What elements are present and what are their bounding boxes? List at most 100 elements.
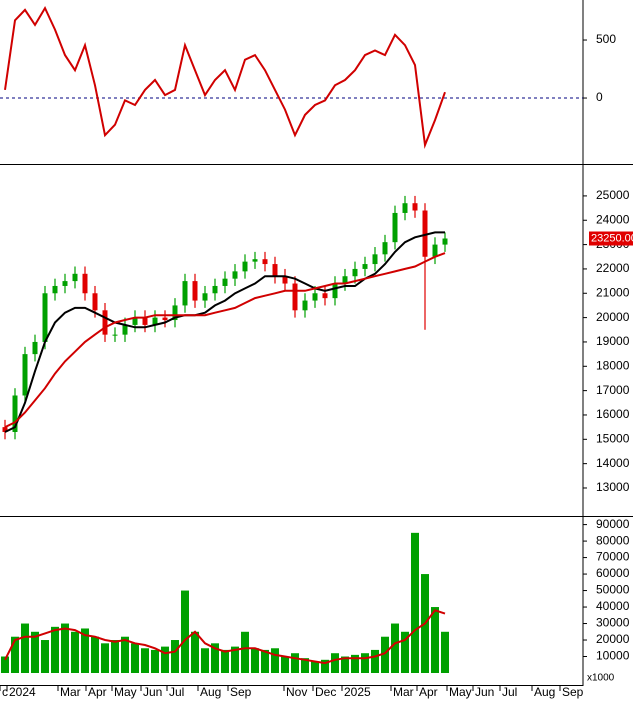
x-tick-label: 2024: [9, 685, 36, 699]
candle-body: [262, 259, 268, 265]
y-tick-label: 60000: [596, 566, 630, 580]
volume-bar: [111, 640, 119, 673]
last-price-box: [589, 231, 633, 246]
candle-body: [112, 334, 118, 336]
line-series: [4, 5, 446, 149]
volume-bar: [131, 643, 139, 673]
candle-body: [362, 264, 368, 269]
candle-body: [102, 310, 108, 335]
candle-body: [342, 276, 348, 284]
y-tick-label: 50000: [596, 583, 630, 597]
x-tick-label: Apr: [88, 685, 107, 699]
candle-body: [42, 293, 48, 342]
candle-body: [162, 317, 168, 321]
x-tick-label: Jun: [143, 685, 162, 699]
volume-bar: [441, 631, 449, 673]
x-tick-label: Jun: [475, 685, 494, 699]
volume-bar: [341, 656, 349, 673]
y-tick-label: 13000: [596, 480, 630, 494]
volume-bar: [381, 636, 389, 673]
volume-bar: [431, 607, 439, 673]
line-series: [4, 609, 446, 665]
candle-body: [382, 242, 388, 255]
candle-body: [252, 259, 258, 262]
y-tick-label: 20000: [596, 632, 630, 646]
unit-label: x1000: [587, 673, 615, 684]
candle-body: [172, 305, 178, 321]
last-price-label: 23250.00: [591, 232, 633, 244]
volume-bar: [311, 661, 319, 673]
candle-body: [282, 276, 288, 284]
x-tick-label: Aug: [534, 685, 555, 699]
x-tick-label: Dec: [315, 685, 336, 699]
x-tick-label: May: [449, 685, 472, 699]
candle-body: [72, 273, 78, 282]
y-tick-label: 90000: [596, 517, 630, 531]
y-tick-label: 15000: [596, 431, 630, 445]
volume-bar: [51, 626, 59, 673]
candle-body: [12, 395, 18, 433]
candle-body: [122, 324, 128, 335]
y-tick-label: 80000: [596, 533, 630, 547]
candle-body: [242, 261, 248, 272]
candle-body: [392, 212, 398, 243]
candle-body: [402, 203, 408, 213]
y-tick-label: 16000: [596, 407, 630, 421]
candle-body: [322, 293, 328, 299]
candle-body: [2, 427, 8, 433]
candle-body: [202, 293, 208, 301]
y-tick-label: 20000: [596, 310, 630, 324]
x-tick-label: May: [114, 685, 137, 699]
volume-bar: [211, 643, 219, 673]
y-tick-label: 22000: [596, 261, 630, 275]
x-tick-label: Mar: [60, 685, 81, 699]
candle-body: [32, 341, 38, 355]
y-tick-label: 10000: [596, 649, 630, 663]
candle-body: [22, 354, 28, 396]
volume-bar: [231, 646, 239, 673]
volume-bar: [241, 631, 249, 673]
candle-body: [412, 203, 418, 211]
volume-bar: [331, 653, 339, 673]
volume-bar: [141, 648, 149, 673]
volume-bar: [201, 648, 209, 673]
candle-body: [302, 300, 308, 311]
line-series: [4, 252, 446, 429]
y-tick-label: 40000: [596, 599, 630, 613]
y-tick-label: 0: [596, 90, 603, 104]
candle-body: [192, 281, 198, 301]
candle-body: [372, 254, 378, 265]
candle-body: [182, 281, 188, 306]
volume-bar: [81, 628, 89, 673]
y-tick-label: 17000: [596, 383, 630, 397]
volume-bar: [191, 631, 199, 673]
volume-bar: [361, 653, 369, 673]
x-tick-label: Jul: [169, 685, 184, 699]
volume-bar: [391, 623, 399, 673]
candle-body: [312, 293, 318, 301]
candle-body: [212, 285, 218, 294]
x-tick-label: 2025: [344, 685, 371, 699]
volume-bar: [281, 656, 289, 673]
candle-body: [272, 264, 278, 277]
volume-bar: [301, 658, 309, 673]
candle-body: [82, 273, 88, 294]
volume-bar: [21, 623, 29, 673]
volume-bar: [1, 656, 9, 673]
candle-body: [132, 317, 138, 325]
x-tick-label: Apr: [419, 685, 438, 699]
volume-bar: [411, 532, 419, 673]
y-tick-label: 25000: [596, 188, 630, 202]
candle-body: [52, 285, 58, 294]
volume-bar: [171, 640, 179, 673]
candle-body: [92, 293, 98, 311]
line-series: [4, 231, 445, 433]
volume-bar: [401, 631, 409, 673]
volume-bar: [71, 631, 79, 673]
volume-bar: [161, 646, 169, 673]
y-tick-label: 70000: [596, 550, 630, 564]
candle-body: [422, 210, 428, 257]
x-tick-label: Sep: [230, 685, 252, 699]
